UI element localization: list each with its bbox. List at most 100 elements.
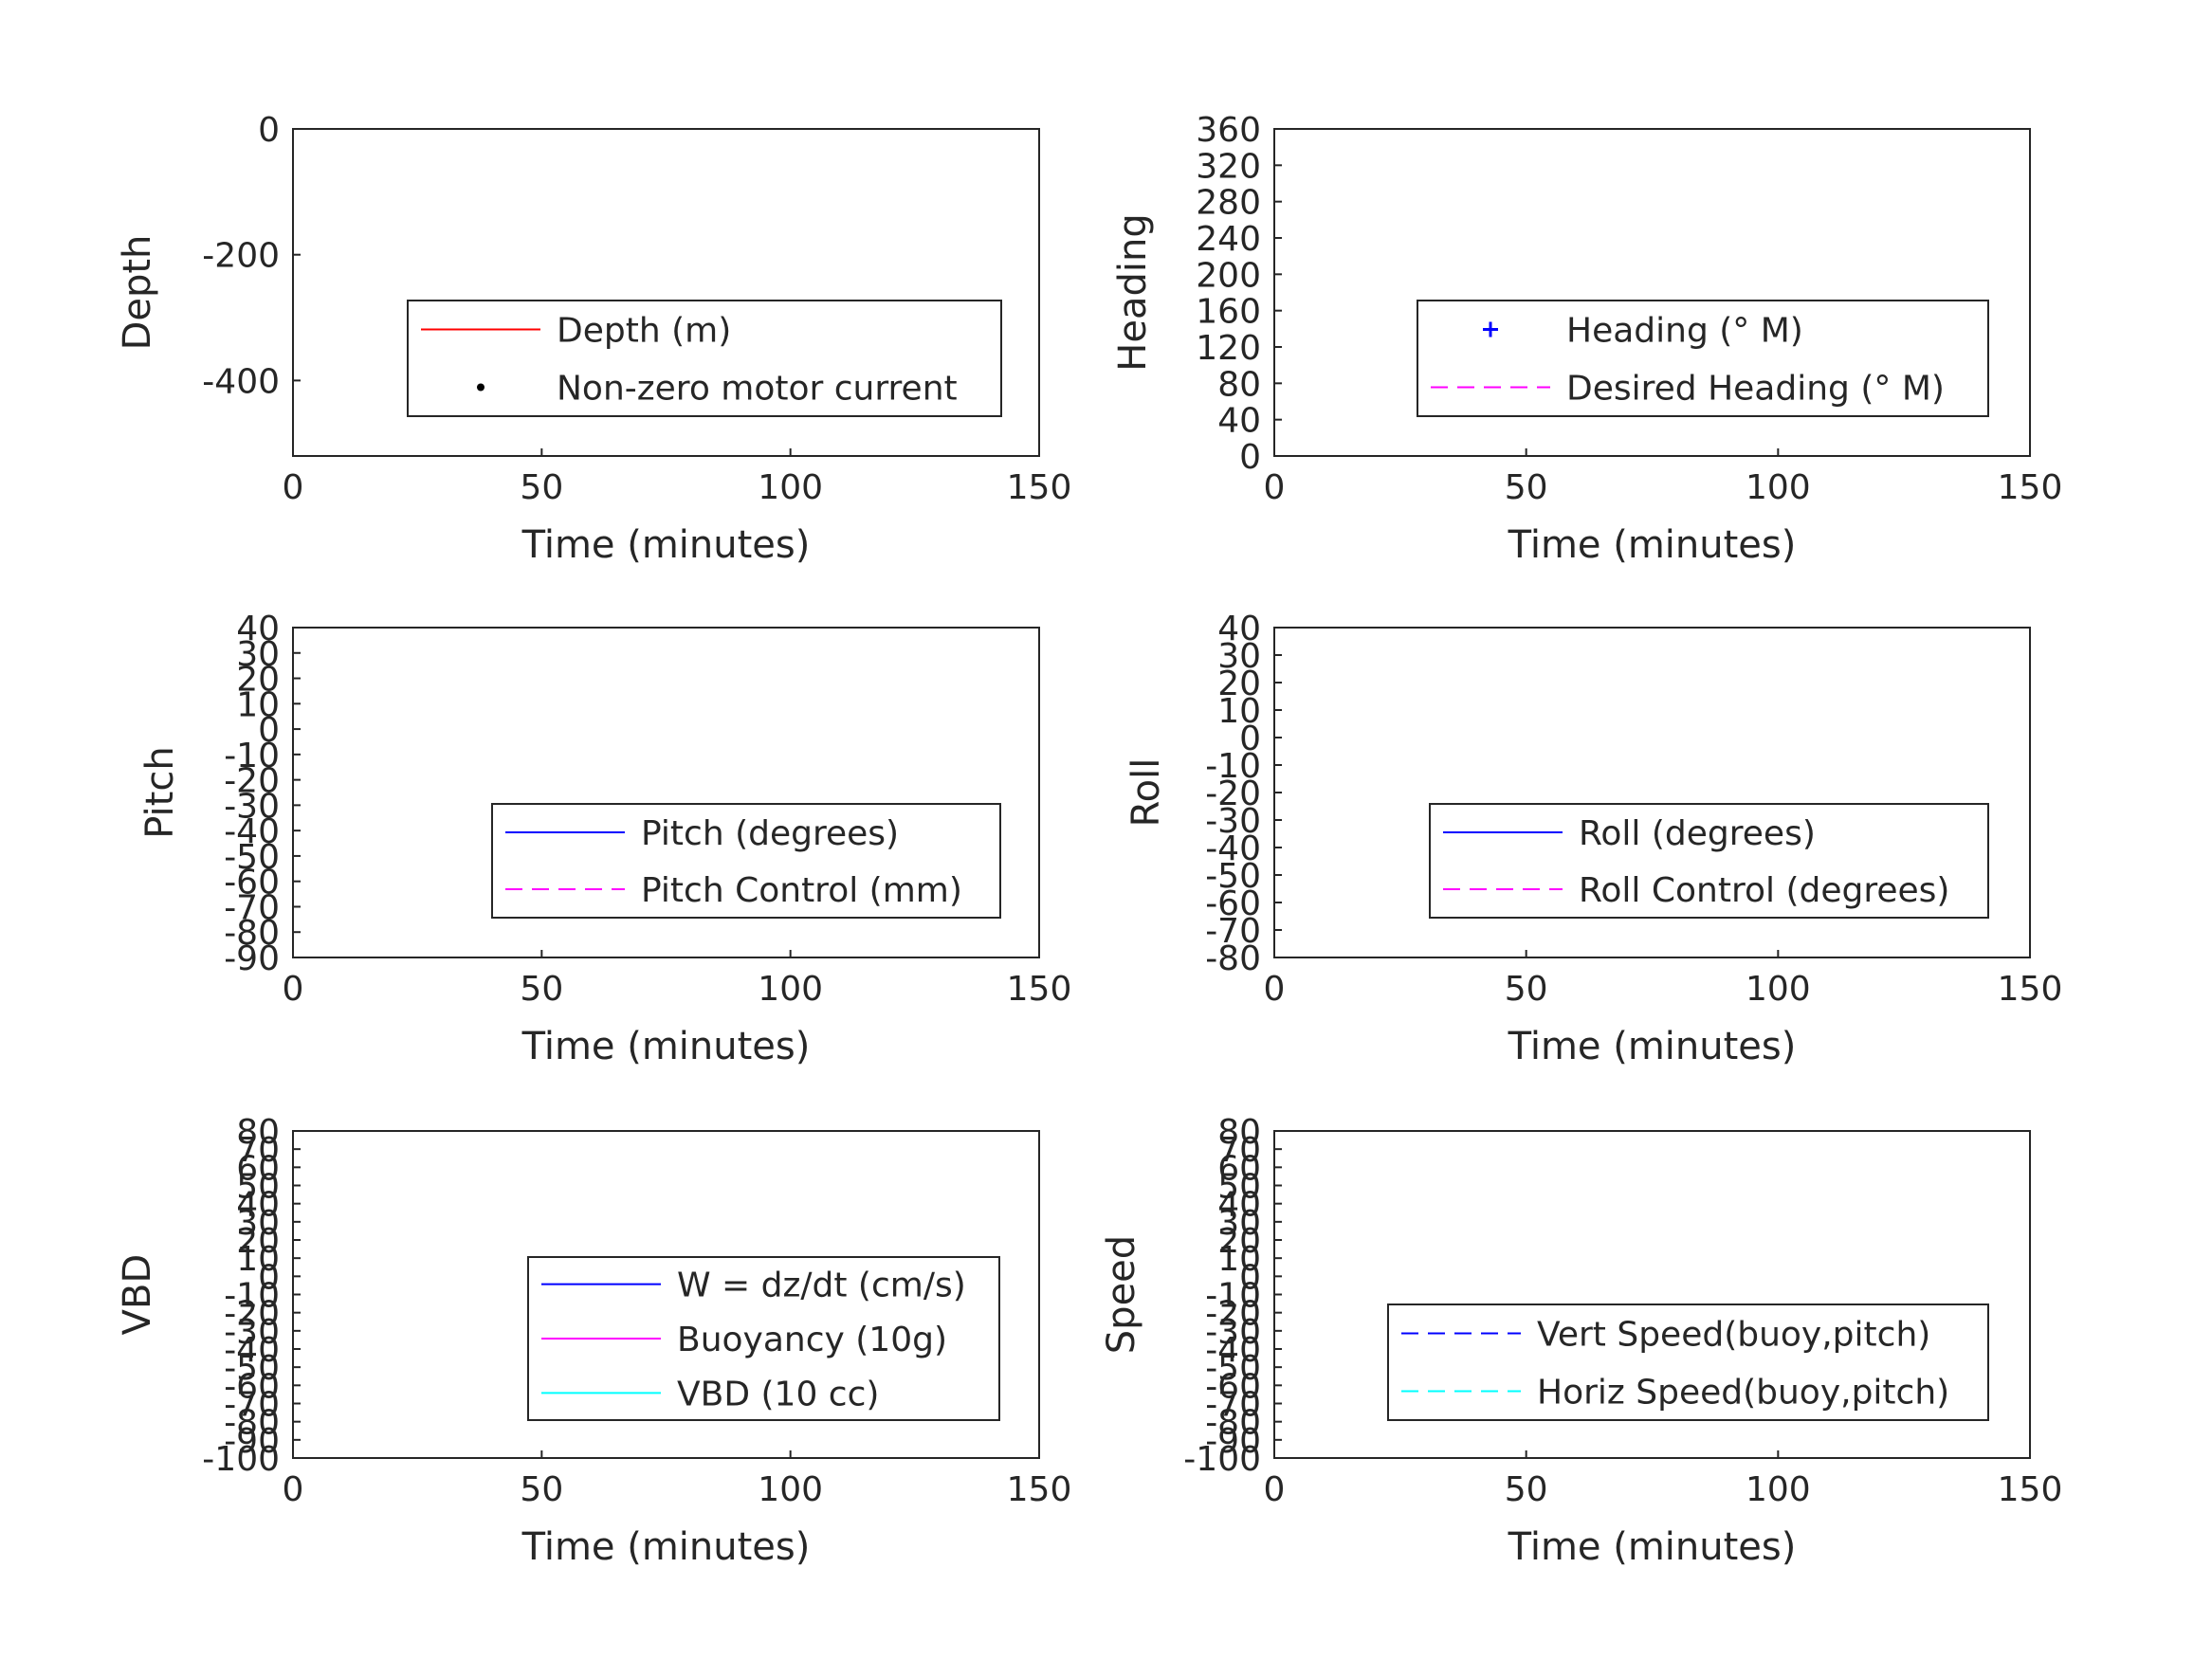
- y-tick-label: -60: [224, 1367, 280, 1406]
- y-tick-label: 320: [1196, 147, 1261, 186]
- x-tick-label: 150: [1998, 468, 2063, 507]
- y-tick-label: -40: [1205, 830, 1261, 868]
- legend-label: Horiz Speed(buoy,pitch): [1537, 1374, 1949, 1413]
- y-tick-label: -20: [224, 762, 280, 801]
- x-tick-label: 100: [758, 468, 823, 507]
- legend-label: Non-zero motor current: [557, 370, 958, 409]
- y-tick-label: 60: [236, 1149, 280, 1188]
- x-tick-label: 100: [1746, 970, 1811, 1009]
- y-tick-label: 20: [236, 1222, 280, 1261]
- legend-box: [407, 300, 1002, 417]
- legend-box: [1429, 803, 1989, 919]
- y-tick-label: 70: [1217, 1131, 1261, 1170]
- legend: Vert Speed(buoy,pitch) Horiz Speed(buoy,p…: [1387, 1304, 1989, 1421]
- x-axis-label: Time (minutes): [1508, 523, 1797, 567]
- y-axis-label: Pitch: [138, 746, 182, 838]
- x-tick-label: 0: [283, 1470, 304, 1509]
- legend-label: Roll (degrees): [1579, 814, 1816, 853]
- legend: Depth (m) Non-zero motor current: [407, 300, 1002, 417]
- y-tick-label: -40: [224, 812, 280, 851]
- x-axis-label: Time (minutes): [521, 1025, 811, 1068]
- y-tick-label: 360: [1196, 111, 1261, 150]
- y-tick-label: -30: [224, 787, 280, 826]
- y-tick-label: 20: [1217, 1222, 1261, 1261]
- legend-box: [491, 803, 1001, 919]
- x-tick-label: 100: [1746, 1470, 1811, 1509]
- y-tick-label: 40: [236, 1186, 280, 1225]
- y-tick-label: 160: [1196, 293, 1261, 332]
- legend-label: Desired Heading (° M): [1566, 370, 1945, 409]
- y-tick-label: 10: [236, 1240, 280, 1279]
- y-tick-label: 0: [258, 111, 280, 150]
- x-tick-label: 50: [520, 1470, 563, 1509]
- legend-label: Roll Control (degrees): [1579, 871, 1949, 910]
- y-tick-label: 40: [1217, 610, 1261, 648]
- x-axis-label: Time (minutes): [1508, 1525, 1797, 1569]
- y-tick-label: 50: [236, 1168, 280, 1207]
- y-tick-label: 60: [1217, 1149, 1261, 1188]
- y-tick-label: 30: [236, 635, 280, 674]
- y-tick-label: -30: [1205, 1313, 1261, 1352]
- legend-label: W = dz/dt (cm/s): [677, 1267, 966, 1305]
- y-tick-label: 80: [1217, 365, 1261, 404]
- x-tick-label: 0: [283, 468, 304, 507]
- y-axis-label: Heading: [1111, 213, 1155, 371]
- y-tick-label: -30: [224, 1313, 280, 1352]
- y-axis-label: Roll: [1124, 758, 1168, 828]
- y-tick-label: -10: [224, 1277, 280, 1316]
- legend-label: Pitch (degrees): [641, 814, 899, 853]
- x-tick-label: 0: [1264, 1470, 1286, 1509]
- y-tick-label: -40: [1205, 1331, 1261, 1370]
- y-tick-label: 280: [1196, 184, 1261, 223]
- legend-label: Heading (° M): [1566, 312, 1803, 351]
- y-tick-label: 10: [1217, 692, 1261, 731]
- y-tick-label: -10: [1205, 1277, 1261, 1316]
- x-axis-label: Time (minutes): [1508, 1025, 1797, 1068]
- y-tick-label: 120: [1196, 329, 1261, 368]
- y-tick-label: -20: [224, 1295, 280, 1334]
- y-tick-label: 20: [1217, 665, 1261, 703]
- y-tick-label: -80: [1205, 1404, 1261, 1443]
- y-tick-label: -50: [1205, 1349, 1261, 1388]
- y-tick-label: 0: [1239, 1258, 1261, 1297]
- x-tick-label: 150: [1007, 970, 1072, 1009]
- subplot-1: 0 50 100 150 0 -200 -400 Time (minutes) Depth Dep…: [116, 111, 1071, 567]
- y-tick-label: -20: [1205, 1295, 1261, 1334]
- y-tick-label: 30: [1217, 637, 1261, 676]
- x-axis-label: Time (minutes): [521, 523, 811, 567]
- y-tick-label: -90: [224, 1422, 280, 1461]
- x-tick-label: 0: [283, 970, 304, 1009]
- y-tick-label: -70: [1205, 1386, 1261, 1425]
- legend-label: Pitch Control (mm): [641, 871, 962, 910]
- y-axis-label: Depth: [116, 235, 159, 351]
- y-tick-label: -50: [224, 1349, 280, 1388]
- legend-label: VBD (10 cc): [677, 1375, 879, 1413]
- x-tick-label: 150: [1007, 1470, 1072, 1509]
- y-tick-label: -200: [202, 237, 280, 276]
- x-tick-label: 100: [758, 1470, 823, 1509]
- y-tick-label: 40: [1217, 1186, 1261, 1225]
- y-tick-label: 200: [1196, 256, 1261, 295]
- y-tick-label: -10: [224, 737, 280, 775]
- y-tick-label: 40: [1217, 402, 1261, 441]
- x-tick-label: 50: [1505, 970, 1548, 1009]
- x-tick-label: 150: [1007, 468, 1072, 507]
- y-tick-label: -80: [1205, 939, 1261, 978]
- y-tick-label: 50: [1217, 1168, 1261, 1207]
- y-tick-label: -40: [224, 1331, 280, 1370]
- legend-swatch: [477, 383, 484, 392]
- y-tick-label: 80: [236, 1113, 280, 1152]
- x-tick-label: 50: [1505, 1470, 1548, 1509]
- y-tick-label: 80: [1217, 1113, 1261, 1152]
- y-tick-label: -100: [202, 1440, 280, 1479]
- y-tick-label: -400: [202, 362, 280, 401]
- y-tick-label: -70: [224, 888, 280, 927]
- x-tick-label: 100: [1746, 468, 1811, 507]
- y-tick-label: 40: [236, 610, 280, 648]
- y-tick-label: -90: [1205, 1422, 1261, 1461]
- y-tick-label: -20: [1205, 775, 1261, 813]
- x-tick-label: 50: [520, 970, 563, 1009]
- subplot-4: 0 50 100 150403020100-10-20-30-40-50-60-70-…: [1124, 610, 2062, 1068]
- y-tick-label: -60: [1205, 884, 1261, 923]
